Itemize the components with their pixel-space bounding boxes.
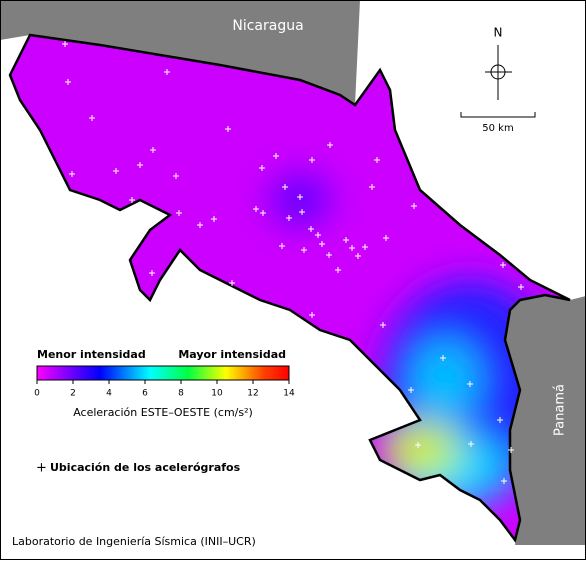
station	[319, 241, 325, 247]
stations	[62, 41, 524, 484]
station	[501, 478, 507, 484]
station	[150, 147, 156, 153]
station	[225, 126, 231, 132]
station	[229, 280, 235, 286]
colorbar-ticks: 0 2 4 6 8 10 12 14	[34, 380, 295, 399]
station	[486, 219, 492, 225]
colorbar-title: Aceleración ESTE–OESTE (cm/s²)	[73, 406, 253, 419]
station	[383, 235, 389, 241]
colorbar-tick-label: 6	[142, 389, 148, 399]
colorbar-tick-label: 0	[34, 389, 40, 399]
scale-label: 50 km	[482, 123, 513, 134]
station	[374, 157, 380, 163]
compass	[485, 45, 512, 100]
colorbar	[36, 365, 290, 381]
scale-bar	[460, 112, 536, 118]
station	[315, 232, 321, 238]
station	[149, 270, 155, 276]
station	[411, 203, 417, 209]
station	[508, 447, 514, 453]
station	[286, 215, 292, 221]
station	[308, 226, 314, 232]
station	[355, 253, 361, 259]
station	[113, 168, 119, 174]
station	[500, 262, 506, 268]
station	[369, 184, 375, 190]
station	[297, 194, 303, 200]
station	[173, 173, 179, 179]
colorbar-tick-label: 12	[247, 389, 258, 399]
station	[129, 197, 135, 203]
station	[259, 165, 265, 171]
station	[343, 237, 349, 243]
station	[69, 171, 75, 177]
station	[362, 244, 368, 250]
station	[467, 381, 473, 387]
colorbar-high: Mayor intensidad	[178, 348, 286, 361]
legend-label: Ubicación de los acelerógrafos	[50, 461, 241, 474]
station	[137, 162, 143, 168]
station	[197, 222, 203, 228]
station	[89, 115, 95, 121]
station	[326, 252, 332, 258]
station	[335, 267, 341, 273]
station	[301, 247, 307, 253]
station	[349, 245, 355, 251]
station	[518, 284, 524, 290]
country-label: Panamá	[553, 384, 568, 436]
colorbar-tick-label: 8	[178, 389, 184, 399]
station	[468, 441, 474, 447]
station	[481, 220, 487, 226]
station	[279, 243, 285, 249]
colorbar-tick-label: 2	[70, 389, 76, 399]
station	[309, 157, 315, 163]
station	[408, 387, 414, 393]
station	[299, 209, 305, 215]
station	[65, 79, 71, 85]
station	[415, 442, 421, 448]
station	[62, 41, 68, 47]
station	[282, 184, 288, 190]
station	[260, 210, 266, 216]
colorbar-tick-label: 10	[211, 389, 223, 399]
colorbar-tick-label: 4	[106, 389, 112, 399]
station	[164, 69, 170, 75]
north-label: N	[494, 26, 503, 40]
station	[497, 417, 503, 423]
station	[176, 210, 182, 216]
legend-symbol: +	[36, 461, 47, 476]
station	[253, 206, 259, 212]
panama	[505, 295, 586, 545]
station	[440, 355, 446, 361]
colorbar-low: Menor intensidad	[37, 348, 146, 361]
station	[327, 142, 333, 148]
colorbar-tick-label: 14	[283, 389, 295, 399]
station	[273, 153, 279, 159]
station	[309, 312, 315, 318]
country-label: Nicaragua	[232, 18, 303, 34]
station	[211, 216, 217, 222]
credit: Laboratorio de Ingeniería Sísmica (INII–…	[12, 535, 256, 548]
nicaragua	[0, 0, 360, 105]
station	[380, 322, 386, 328]
